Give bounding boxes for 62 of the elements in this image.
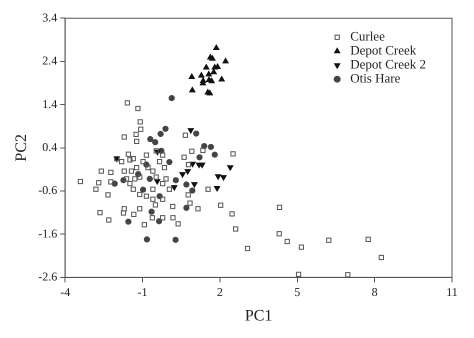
point (189, 187, 196, 194)
point (183, 181, 190, 188)
point (152, 139, 158, 146)
point (209, 55, 216, 61)
point (183, 204, 190, 211)
legend-label: Curlee (350, 28, 386, 44)
point (222, 58, 229, 64)
y-tick-label: -1.6 (38, 226, 58, 240)
y-tick-label: 2.4 (42, 54, 58, 68)
point (191, 182, 198, 188)
point (188, 128, 194, 134)
x-tick-label: 5 (294, 284, 300, 299)
point (196, 154, 203, 160)
point (208, 78, 215, 84)
legend-label: Depot Creek 2 (350, 56, 426, 72)
point (206, 90, 213, 96)
point (147, 136, 154, 142)
point (220, 175, 227, 181)
point (148, 208, 155, 215)
legend-label: Otis Hare (350, 70, 401, 86)
point (171, 185, 178, 191)
point (193, 130, 200, 137)
point (125, 218, 132, 225)
y-tick-label: 1.4 (42, 96, 58, 111)
point (146, 176, 153, 182)
point (208, 144, 214, 150)
y-tick-label: 3.4 (42, 10, 58, 24)
legend-label: Depot Creek (350, 42, 417, 58)
point (172, 236, 179, 243)
point (184, 169, 191, 175)
x-tick-label: 2 (216, 284, 223, 299)
point (215, 174, 222, 180)
y-tick-label: -0.6 (38, 183, 58, 198)
point (189, 86, 196, 92)
x-tick-label: 11 (446, 284, 458, 299)
point (203, 64, 210, 70)
point (188, 73, 195, 79)
point (206, 70, 212, 76)
point (166, 158, 172, 166)
point (172, 177, 179, 184)
y-tick-label: -2.6 (38, 270, 58, 284)
point (227, 165, 234, 171)
point (201, 142, 208, 150)
point (199, 162, 206, 168)
point (144, 236, 150, 242)
point (162, 126, 169, 132)
point (218, 76, 225, 82)
x-axis-title: PC1 (244, 308, 272, 325)
point (156, 218, 162, 224)
y-axis-title: PC2 (12, 134, 30, 162)
y-tick-label: 0.4 (42, 140, 58, 154)
point (168, 95, 175, 102)
x-tick-label: 8 (372, 284, 378, 299)
x-tick-label: -4 (60, 284, 70, 299)
point (214, 186, 220, 192)
point (198, 72, 204, 78)
point (212, 152, 218, 158)
point (158, 130, 164, 138)
point (179, 172, 186, 178)
point (213, 44, 220, 50)
x-tick-label: -1 (138, 284, 148, 299)
point (140, 186, 146, 193)
